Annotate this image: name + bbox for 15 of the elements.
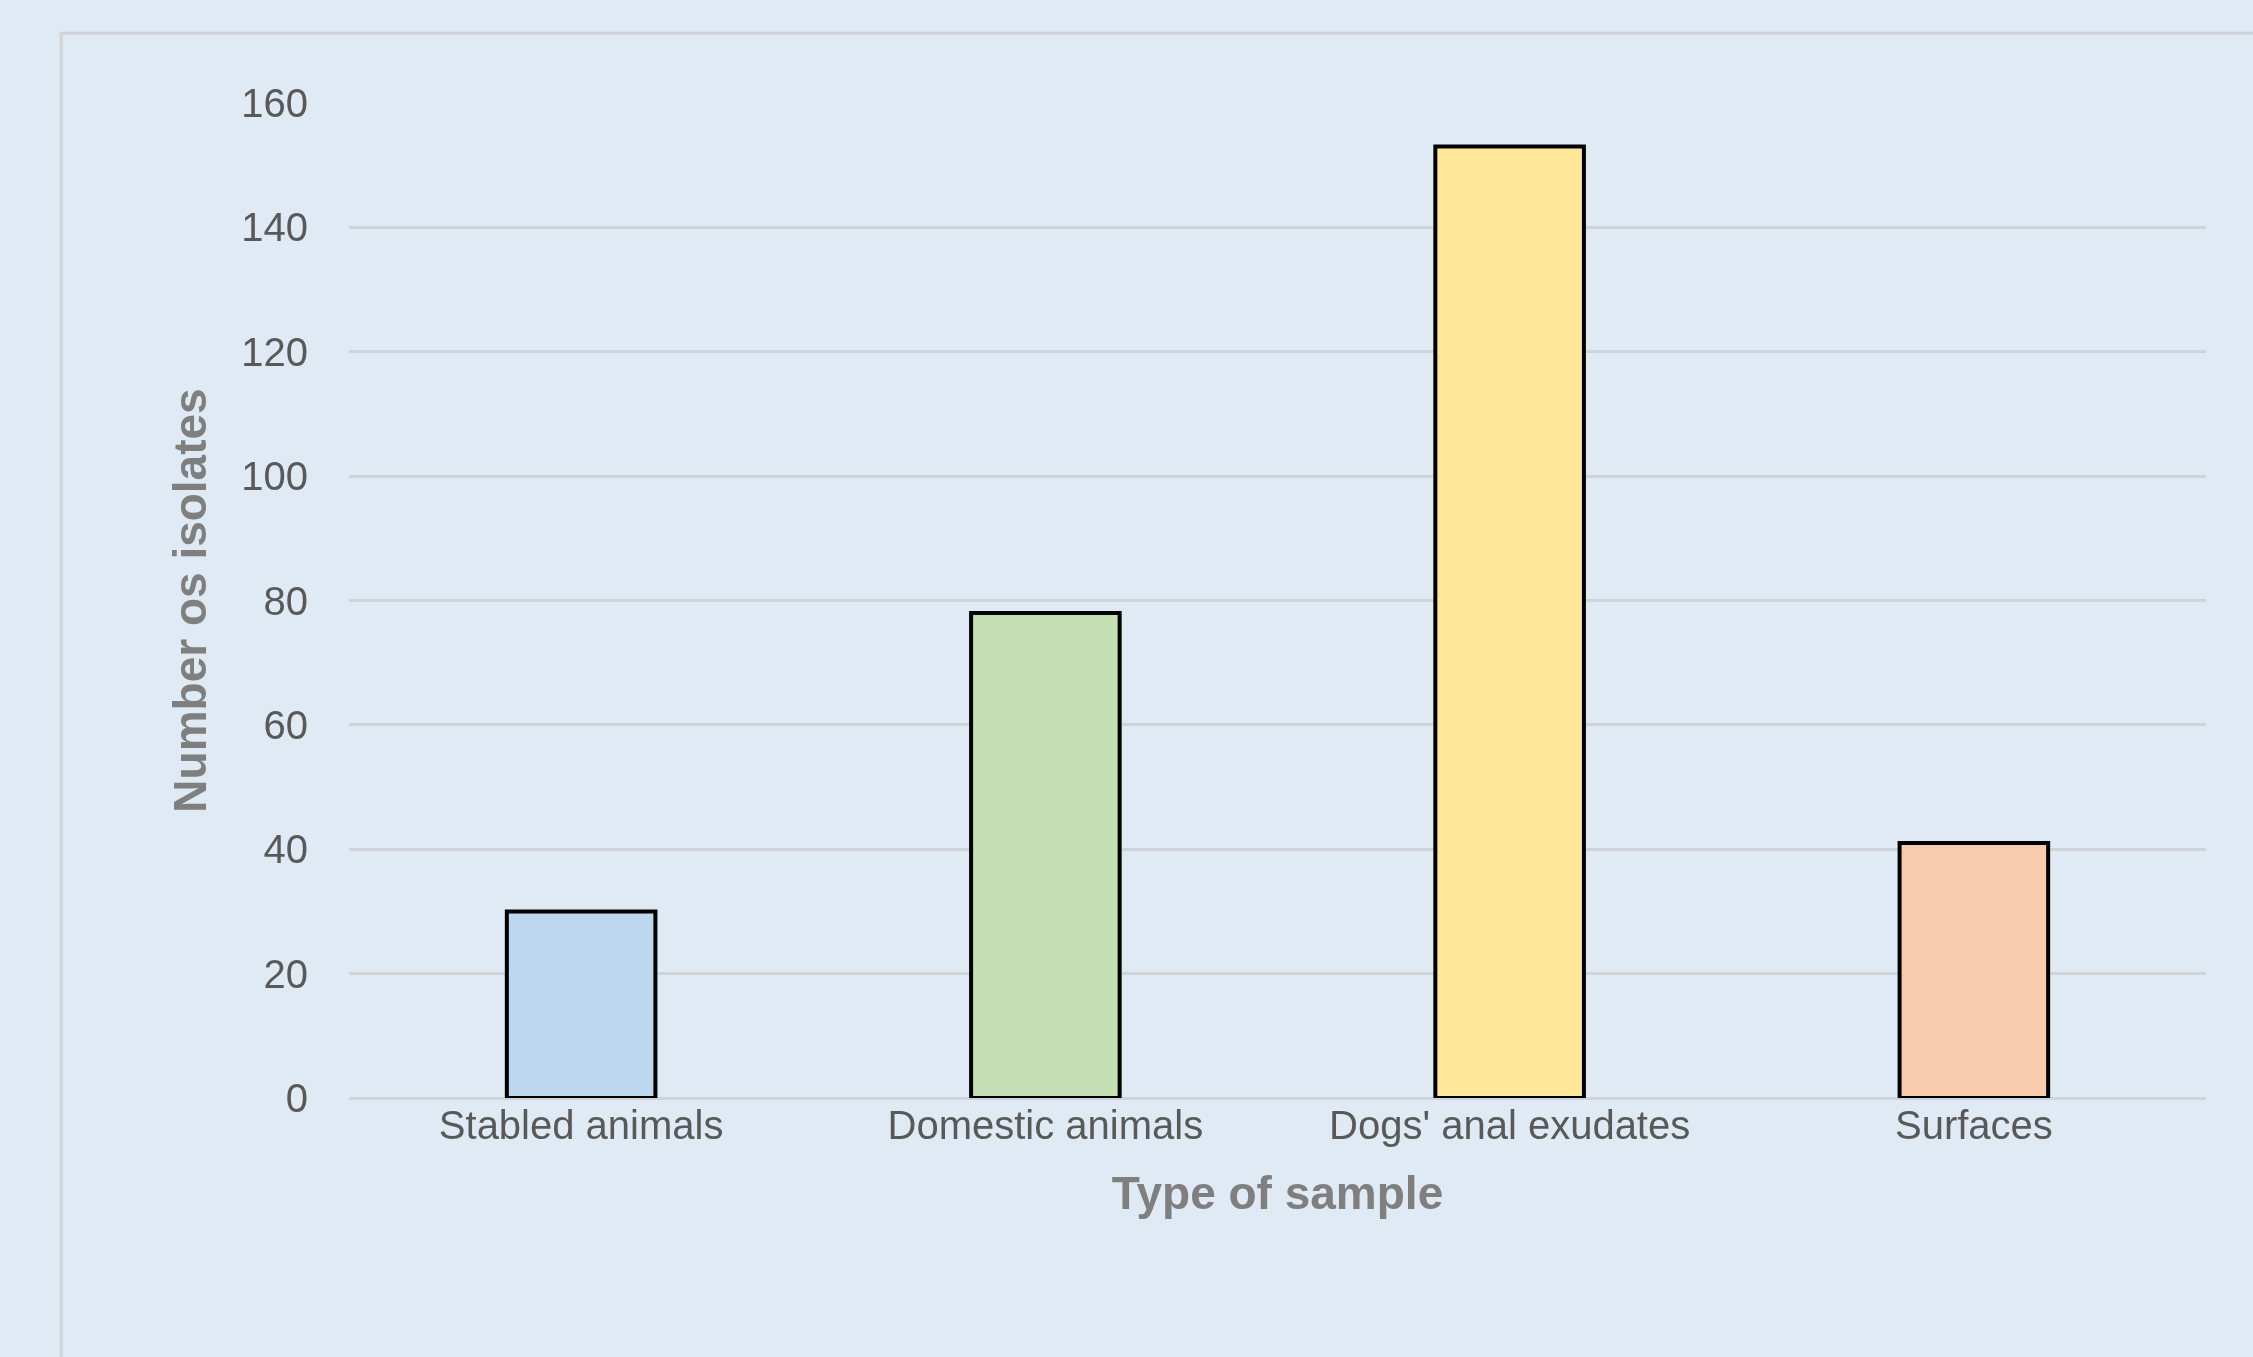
y-axis-title: Number os isolates [163, 388, 216, 813]
y-tick-label: 40 [263, 827, 308, 872]
x-tick-label: Domestic animals [887, 1103, 1204, 1147]
x-axis-title: Type of sample [1111, 1166, 1444, 1219]
y-tick-label: 100 [241, 454, 308, 499]
y-tick-label: 140 [241, 205, 308, 250]
x-tick-label: Dogs' anal exudates [1329, 1103, 1691, 1147]
x-tick-label: Surfaces [1894, 1103, 2053, 1147]
x-tick-label: Stabled animals [438, 1103, 724, 1147]
y-tick-label: 120 [241, 329, 308, 374]
y-tick-label: 0 [285, 1076, 308, 1120]
y-tick-label: 80 [263, 578, 308, 623]
y-tick-label: 160 [241, 81, 308, 125]
y-tick-label: 60 [263, 702, 308, 747]
y-tick-label: 20 [263, 951, 308, 996]
